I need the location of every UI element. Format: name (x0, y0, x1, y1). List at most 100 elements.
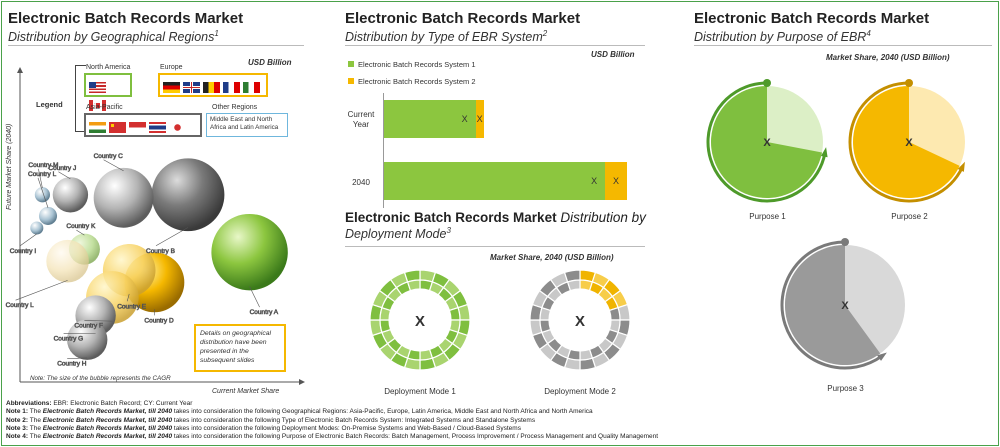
leader-line (103, 159, 124, 172)
panel-deployment: Electronic Batch Records Market Distribu… (345, 210, 646, 241)
pie-arrow-icon (820, 147, 828, 158)
panel-type: Electronic Batch Records Market Distribu… (345, 10, 580, 44)
purpose-pies: X X X (706, 79, 965, 370)
note-emphasis: Electronic Batch Records Market, till 20… (42, 433, 173, 441)
flag-france-icon (223, 82, 240, 94)
note-text: The (29, 416, 41, 424)
panel-geography: Electronic Batch Records Market Distribu… (8, 10, 243, 44)
region-other-label: Other Regions (212, 104, 258, 111)
flag-china-icon (109, 122, 126, 134)
region-na-box (84, 73, 132, 112)
pie-arrow-icon (877, 352, 887, 361)
note-emphasis: Electronic Batch Records Market, till 20… (42, 424, 173, 432)
donut-center-value: X (575, 313, 585, 330)
bubble-label: Country A (250, 309, 279, 316)
bubble-label: Country C (94, 153, 124, 160)
bar-system-1: X (384, 162, 606, 200)
note-3: Note 3: The Electronic Batch Records Mar… (6, 425, 826, 433)
bubble-country-l (46, 239, 89, 283)
flag-germany-icon (163, 82, 180, 94)
y-axis-label-text: Future Market Share (2040) (6, 123, 13, 210)
leader-line (249, 286, 260, 308)
note-text: takes into consideration the following T… (173, 416, 536, 424)
geo-unit: USD Billion (248, 58, 292, 67)
bubble-country-i (30, 221, 44, 235)
panel-purpose: Electronic Batch Records Market Distribu… (694, 10, 929, 44)
bubble-label: Country K (66, 223, 96, 230)
region-eu-box (158, 73, 268, 97)
leader-line (58, 171, 71, 180)
bubble-country-l (38, 206, 58, 225)
leader-line (19, 233, 37, 247)
donut-inner-segment (608, 306, 621, 321)
purpose-unit: Market Share, 2040 (USD Billion) (826, 53, 950, 62)
row-label-current: Current Year (347, 110, 375, 129)
bar-system-2: X (605, 162, 627, 200)
geo-sup: 1 (214, 29, 219, 38)
bubble-country-b (151, 158, 225, 232)
donut-center-value: X (415, 313, 425, 330)
note-2: Note 2: The Electronic Batch Records Mar… (6, 417, 826, 425)
pie-share-slice (785, 245, 881, 365)
geo-title: Electronic Batch Records Market (8, 10, 244, 27)
note-text: takes into consideration the following D… (173, 424, 521, 432)
bubble-label: Country L (6, 302, 35, 309)
abbreviations: Abbreviations: EBR: Electronic Batch Rec… (6, 400, 826, 408)
purpose-title: Electronic Batch Records Market (694, 10, 930, 27)
donut-inner-segment (566, 279, 581, 292)
bubble-note: Note: The size of the bubble represents … (30, 375, 171, 382)
legend-swatch-green (348, 61, 354, 67)
region-ap-label: Asia-Pacific (86, 104, 123, 111)
donut-inner-segment (579, 348, 594, 361)
bar-system-1: X (384, 100, 476, 138)
note-label: Note 4: (6, 433, 29, 441)
note-label: Note 2: (6, 416, 29, 424)
type-title: Electronic Batch Records Market (345, 10, 581, 27)
bubble-label: Country M (28, 162, 58, 169)
flag-india-icon (89, 122, 106, 134)
bubble-label: Country B (146, 248, 175, 255)
bar-system-2: X (475, 100, 484, 138)
bubble-label: Country D (144, 317, 174, 324)
bubble-label: Country I (10, 248, 37, 255)
note-label: Note 3: (6, 424, 29, 432)
y-axis-label: Future Market Share (2040) (6, 104, 13, 210)
abbr-text: EBR: Electronic Batch Record; CY: Curren… (53, 400, 193, 407)
flag-uk-icon (183, 82, 200, 94)
bar-value-label: X (591, 176, 598, 186)
legend-bracket (75, 65, 86, 132)
flag-japan-icon (169, 122, 186, 134)
deploy-title-rest: Distribution by (560, 210, 646, 225)
pie-arc-outline (706, 81, 827, 203)
leader-line (15, 280, 68, 301)
bubble-label: Country J (48, 165, 76, 172)
type-sup: 2 (542, 29, 548, 38)
deploy-mode-1-label: Deployment Mode 1 (384, 387, 456, 396)
donut-inner-segment (379, 319, 392, 334)
divider (694, 45, 992, 46)
region-other-box: Middle East and North Africa and Latin A… (206, 113, 288, 137)
pie-start-dot (763, 79, 771, 87)
divider (345, 45, 645, 46)
donut-inner-segment (448, 306, 461, 321)
row-label-2040: 2040 (352, 178, 370, 187)
bubble-label: Country E (117, 303, 147, 310)
legend-text: Electronic Batch Records System 2 (358, 77, 476, 86)
bar-axis (383, 93, 384, 208)
purpose-2-label: Purpose 2 (891, 212, 928, 221)
flag-italy-icon (243, 82, 260, 94)
purpose-1-label: Purpose 1 (749, 212, 786, 221)
leader-line (37, 177, 49, 208)
flag-belgium-icon (203, 82, 220, 94)
type-unit: USD Billion (591, 50, 635, 59)
geo-callout: Details on geographical distribution hav… (194, 324, 286, 372)
leader-line (76, 229, 85, 236)
note-label: Note 1: (6, 408, 29, 416)
flag-canada-icon (89, 100, 106, 112)
bubble-label: Country F (74, 322, 103, 329)
pie-arrow-icon (957, 161, 965, 172)
flag-usa-icon (89, 82, 106, 94)
legend-label: Legend (36, 100, 63, 109)
